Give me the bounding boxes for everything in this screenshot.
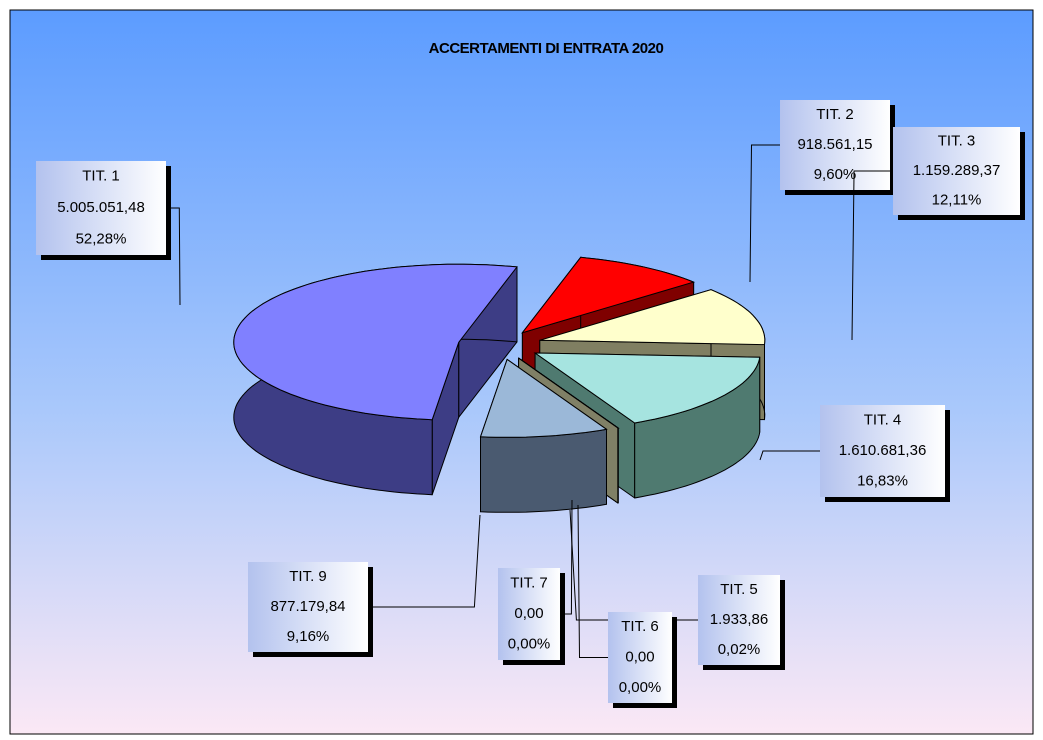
label-text: TIT. 7 [510, 574, 548, 591]
label-text: 1.159.289,37 [913, 162, 1001, 179]
label-text: 52,28% [76, 230, 127, 247]
label-text: TIT. 9 [289, 568, 327, 585]
label-text: TIT. 2 [816, 106, 854, 123]
label-text: 918.561,15 [797, 136, 872, 153]
label-text: 1.933,86 [710, 611, 768, 628]
label-text: TIT. 4 [864, 411, 902, 428]
label-text: 9,60% [814, 166, 857, 183]
label-text: TIT. 6 [621, 618, 659, 635]
label-text: 0,00 [625, 648, 654, 665]
label-text: 0,00% [619, 679, 662, 696]
label-text: 0,00% [508, 636, 551, 653]
label-text: 9,16% [287, 628, 330, 645]
slice-wall [481, 429, 607, 512]
label-text: 877.179,84 [270, 598, 345, 615]
pie [234, 257, 765, 512]
label-text: 0,02% [718, 641, 761, 658]
chart-title: ACCERTAMENTI DI ENTRATA 2020 [429, 40, 664, 57]
label-text: 1.610.681,36 [839, 442, 927, 459]
label-text: TIT. 3 [938, 133, 976, 150]
label-text: 5.005.051,48 [57, 199, 145, 216]
label-text: TIT. 1 [82, 168, 120, 185]
label-text: 16,83% [857, 473, 908, 490]
label-text: 12,11% [932, 191, 982, 208]
label-text: 0,00 [514, 605, 543, 622]
label-text: TIT. 5 [720, 581, 758, 598]
